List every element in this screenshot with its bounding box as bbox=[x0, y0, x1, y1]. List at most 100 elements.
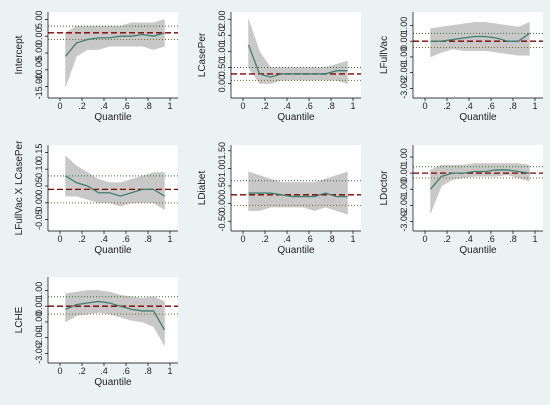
quantile-coefficient bbox=[430, 169, 530, 190]
y-tick-label: -3.00 bbox=[399, 78, 409, 99]
y-tick-label: 1.00 bbox=[34, 282, 44, 300]
x-axis-label: Quantile bbox=[94, 112, 132, 123]
x-tick-label: 1 bbox=[350, 101, 355, 111]
x-tick-label: .4 bbox=[100, 366, 108, 376]
y-tick-label: 1.00 bbox=[217, 43, 227, 61]
x-tick-label: .4 bbox=[100, 101, 108, 111]
y-tick-label: -3.00 bbox=[34, 343, 44, 364]
ci-band bbox=[441, 25, 453, 53]
y-tick-label: 0.50 bbox=[217, 177, 227, 195]
ci-band bbox=[153, 172, 165, 210]
quantile-coefficient bbox=[248, 192, 348, 198]
x-tick-label: 0 bbox=[57, 366, 62, 376]
x-tick-label: .2 bbox=[443, 234, 451, 244]
x-tick-label: .8 bbox=[327, 101, 335, 111]
y-axis-label: LDoctor bbox=[379, 170, 390, 206]
y-axis-label: LCasePer bbox=[197, 32, 208, 77]
x-tick-label: .4 bbox=[465, 234, 473, 244]
ci-band bbox=[507, 25, 519, 56]
ci-band bbox=[142, 172, 154, 204]
ci-band bbox=[474, 163, 486, 177]
x-axis-label: Quantile bbox=[277, 112, 315, 123]
y-tick-label: 0.00 bbox=[399, 164, 409, 182]
quantile-coefficient bbox=[65, 175, 165, 197]
quantile-coefficient bbox=[64, 32, 165, 57]
y-tick-label: -2.00 bbox=[399, 62, 409, 83]
y-tick-label: 0.00 bbox=[34, 194, 44, 212]
x-tick-label: .4 bbox=[100, 234, 108, 244]
quantile-coefficient bbox=[430, 32, 530, 42]
y-tick-label: 2.00 bbox=[217, 10, 227, 28]
y-tick-label: -15.00 bbox=[34, 74, 44, 100]
y-tick-label: 0.00 bbox=[399, 32, 409, 50]
x-tick-label: 0 bbox=[422, 234, 427, 244]
y-axis-label: LFullVac bbox=[379, 36, 390, 74]
y-tick-label: -1.00 bbox=[399, 179, 409, 200]
x-tick-label: .2 bbox=[261, 101, 269, 111]
x-tick-label: .6 bbox=[305, 101, 313, 111]
y-tick-label: 0.10 bbox=[34, 160, 44, 178]
x-tick-label: .8 bbox=[509, 234, 517, 244]
y-tick-label: 1.50 bbox=[217, 142, 227, 160]
quantile-coefficient bbox=[65, 300, 166, 331]
ci-band bbox=[98, 178, 110, 204]
y-axis-label: Intercept bbox=[14, 35, 25, 74]
x-tick-label: .6 bbox=[122, 366, 130, 376]
y-tick-label: -2.00 bbox=[34, 327, 44, 348]
x-tick-label: 1 bbox=[532, 101, 537, 111]
x-tick-label: .2 bbox=[261, 234, 269, 244]
ci-band bbox=[336, 60, 348, 84]
x-tick-label: .8 bbox=[144, 366, 152, 376]
y-tick-label: -1.00 bbox=[34, 312, 44, 333]
x-tick-label: 0 bbox=[57, 234, 62, 244]
y-tick-label: 0.00 bbox=[217, 75, 227, 93]
y-tick-label: -5.00 bbox=[34, 43, 44, 64]
y-tick-label: 1.00 bbox=[399, 17, 409, 35]
y-tick-label: 1.00 bbox=[399, 148, 409, 166]
x-tick-label: .8 bbox=[144, 101, 152, 111]
y-tick-label: -1.00 bbox=[399, 47, 409, 68]
ci-band bbox=[336, 171, 348, 215]
x-tick-label: .4 bbox=[283, 101, 291, 111]
x-tick-label: 0 bbox=[57, 101, 62, 111]
y-tick-label: 1.50 bbox=[217, 27, 227, 45]
x-tick-label: 0 bbox=[422, 101, 427, 111]
x-tick-label: 1 bbox=[167, 366, 172, 376]
x-tick-label: .4 bbox=[283, 234, 291, 244]
x-tick-label: .2 bbox=[443, 101, 451, 111]
ci-band bbox=[248, 171, 260, 211]
x-axis-label: Quantile bbox=[459, 245, 497, 256]
x-tick-label: .8 bbox=[509, 101, 517, 111]
x-tick-label: .8 bbox=[144, 234, 152, 244]
ci-band bbox=[518, 21, 530, 56]
quantile-coefficient bbox=[247, 44, 348, 78]
y-tick-label: 0.00 bbox=[34, 27, 44, 45]
x-tick-label: 1 bbox=[167, 234, 172, 244]
x-tick-label: .6 bbox=[122, 101, 130, 111]
x-tick-label: 1 bbox=[167, 101, 172, 111]
x-tick-label: .2 bbox=[78, 101, 86, 111]
y-tick-label: 0.00 bbox=[34, 297, 44, 315]
y-axis-label: LCHE bbox=[14, 306, 25, 333]
x-tick-label: .6 bbox=[487, 101, 495, 111]
y-tick-label: -10.00 bbox=[34, 57, 44, 83]
y-tick-label: -0.05 bbox=[34, 209, 44, 230]
y-tick-label: -0.50 bbox=[217, 211, 227, 232]
ci-band bbox=[463, 163, 475, 179]
x-axis-label: Quantile bbox=[277, 245, 315, 256]
y-axis-label: LFullVac X LCasePer bbox=[14, 140, 25, 236]
y-tick-label: 0.50 bbox=[217, 59, 227, 77]
x-tick-label: .6 bbox=[305, 234, 313, 244]
x-axis-label: Quantile bbox=[94, 245, 132, 256]
x-tick-label: 0 bbox=[240, 234, 245, 244]
x-tick-label: .6 bbox=[487, 234, 495, 244]
x-tick-label: 1 bbox=[350, 234, 355, 244]
y-tick-label: 0.05 bbox=[34, 177, 44, 195]
y-tick-label: 0.00 bbox=[217, 195, 227, 213]
y-tick-label: -3.00 bbox=[399, 211, 409, 232]
x-tick-label: 0 bbox=[240, 101, 245, 111]
y-tick-label: 5.00 bbox=[34, 11, 44, 29]
x-axis-label: Quantile bbox=[459, 112, 497, 123]
x-tick-label: .8 bbox=[327, 234, 335, 244]
